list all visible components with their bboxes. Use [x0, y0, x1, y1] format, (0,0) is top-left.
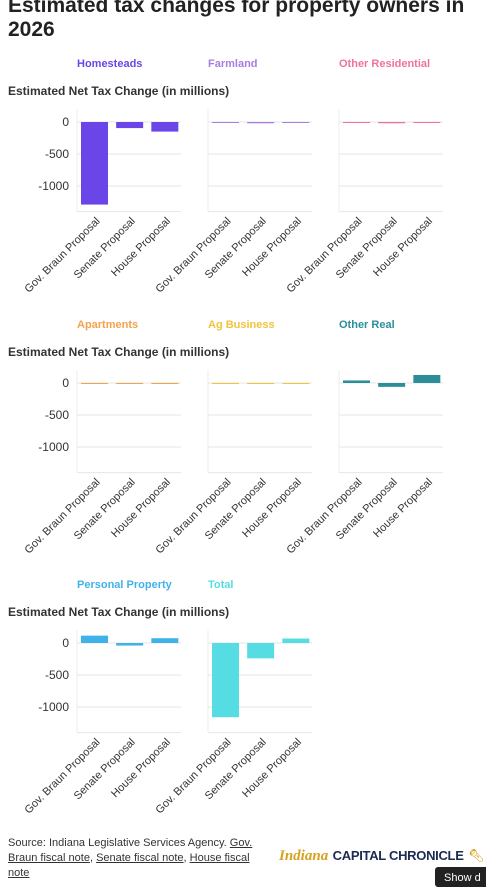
panel-title-personal-property: Personal Property [77, 579, 172, 591]
indiana-capital-chronicle-logo[interactable]: Indiana CAPITAL CHRONICLE 🔦︎ [279, 847, 485, 865]
house-fiscal-note-link[interactable]: House fiscal note [8, 852, 250, 879]
y-tick-label: -1000 [38, 700, 69, 714]
y-axis-label-row-3: Estimated Net Tax Change (in millions) [8, 605, 230, 619]
logo-word-capital-chronicle: CAPITAL CHRONICLE [332, 848, 464, 863]
bar-farmland-gov-braun-proposal [212, 122, 239, 123]
bar-apartments-gov-braun-proposal [81, 383, 108, 384]
x-tick-label: Senate Proposal [203, 476, 269, 542]
bar-farmland-house-proposal [282, 122, 310, 123]
logo-word-indiana: Indiana [279, 848, 329, 864]
x-tick-label: Senate Proposal [203, 215, 269, 281]
y-axis-label-row-1: Estimated Net Tax Change (in millions) [8, 84, 230, 98]
bar-ag-business-gov-braun-proposal [212, 383, 239, 384]
panel-title-apartments: Apartments [77, 319, 139, 331]
x-tick-label: Senate Proposal [72, 736, 138, 802]
y-tick-label: -500 [45, 147, 69, 161]
senate-fiscal-note-link[interactable]: Senate fiscal note [96, 852, 184, 864]
bar-personal-property-house-proposal [151, 638, 179, 643]
bar-apartments-senate-proposal [116, 383, 144, 384]
panel-title-other-residential: Other Residential [339, 58, 431, 70]
bar-homesteads-senate-proposal [116, 122, 144, 129]
y-tick-label: -1000 [38, 179, 69, 193]
bar-farmland-senate-proposal [247, 122, 275, 124]
bar-other-real-gov-braun-proposal [343, 380, 370, 383]
torch-icon: 🔦︎ [468, 848, 485, 863]
bar-other-real-house-proposal [413, 375, 441, 383]
bar-personal-property-senate-proposal [116, 643, 144, 646]
bar-total-senate-proposal [247, 643, 275, 659]
bar-other-real-senate-proposal [378, 383, 406, 387]
panel-title-total: Total [208, 579, 234, 591]
y-tick-label: 0 [62, 376, 69, 390]
y-tick-label: -500 [45, 668, 69, 682]
bar-ag-business-house-proposal [282, 383, 310, 384]
x-tick-label: Senate Proposal [72, 476, 138, 542]
bar-ag-business-senate-proposal [247, 383, 275, 384]
bar-apartments-house-proposal [151, 383, 179, 384]
panel-title-other-real: Other Real [339, 319, 395, 331]
y-tick-label: -500 [45, 408, 69, 422]
gov-braun-fiscal-note-link[interactable]: Gov. Braun fiscal note [8, 837, 253, 864]
bar-other-residential-senate-proposal [378, 122, 406, 124]
bar-total-gov-braun-proposal [212, 643, 239, 718]
bar-total-house-proposal [282, 638, 310, 643]
bar-homesteads-house-proposal [151, 122, 179, 132]
source-text: Source: Indiana Legislative Services Age… [8, 837, 227, 849]
bar-other-residential-house-proposal [413, 122, 441, 123]
x-tick-label: Senate Proposal [203, 736, 269, 802]
x-tick-label: Senate Proposal [334, 215, 400, 281]
chart-title: Estimated tax changes for property owner… [8, 0, 465, 41]
source-note: Source: Indiana Legislative Services Age… [8, 837, 253, 879]
panel-title-farmland: Farmland [208, 58, 258, 70]
y-tick-label: 0 [62, 636, 69, 650]
show-data-button[interactable]: Show d [435, 867, 486, 887]
panel-title-ag-business: Ag Business [208, 319, 275, 331]
y-axis-label-row-2: Estimated Net Tax Change (in millions) [8, 345, 230, 359]
y-tick-label: -1000 [38, 440, 69, 454]
y-tick-label: 0 [62, 115, 69, 129]
bar-other-residential-gov-braun-proposal [343, 122, 370, 123]
x-tick-label: Senate Proposal [72, 215, 138, 281]
panel-title-homesteads: Homesteads [77, 58, 143, 70]
x-tick-label: Senate Proposal [334, 476, 400, 542]
bar-personal-property-gov-braun-proposal [81, 635, 108, 643]
bar-homesteads-gov-braun-proposal [81, 122, 108, 205]
